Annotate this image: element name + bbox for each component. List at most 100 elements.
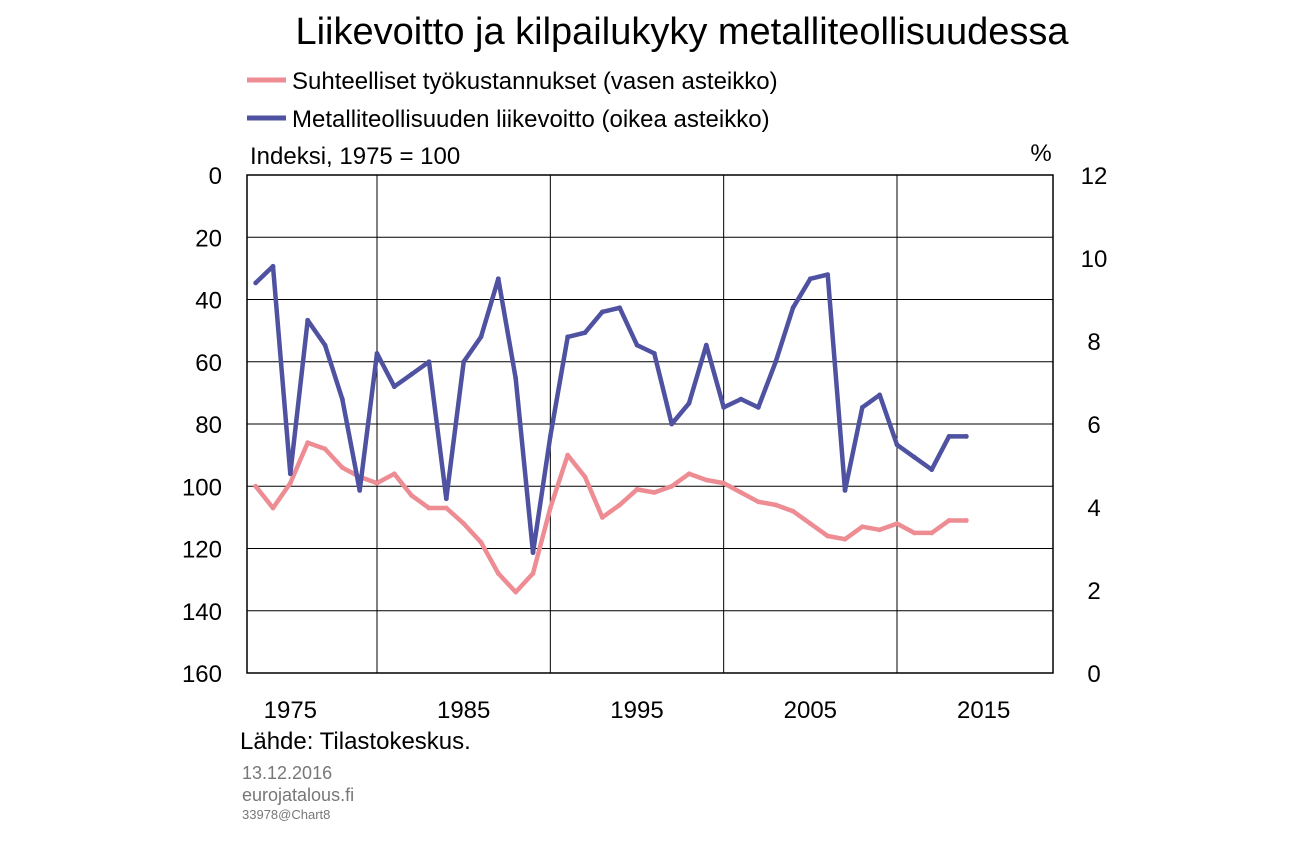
- point-labor-costs: [773, 502, 779, 508]
- point-labor-costs: [409, 493, 415, 498]
- series-line-labor-costs: [253, 440, 969, 595]
- point-operating-profit: [911, 454, 917, 460]
- point-labor-costs: [565, 452, 571, 458]
- series-line-operating-profit: [253, 264, 969, 555]
- source-note: Lähde: Tilastokeskus.: [240, 728, 471, 755]
- right-tick-label: 0: [1087, 661, 1100, 688]
- point-operating-profit: [391, 384, 397, 390]
- left-axis-label: Indeksi, 1975 = 100: [250, 143, 460, 170]
- point-operating-profit: [877, 392, 883, 398]
- x-tick-label: 1975: [264, 697, 317, 724]
- point-operating-profit: [963, 434, 969, 439]
- point-operating-profit: [617, 305, 623, 311]
- point-labor-costs: [721, 480, 727, 486]
- point-labor-costs: [547, 505, 553, 511]
- point-labor-costs: [738, 490, 744, 495]
- point-labor-costs: [859, 524, 865, 530]
- point-operating-profit: [790, 305, 796, 311]
- point-operating-profit: [825, 272, 831, 277]
- point-labor-costs: [825, 533, 831, 539]
- point-operating-profit: [686, 400, 692, 406]
- point-operating-profit: [842, 488, 848, 493]
- point-labor-costs: [807, 521, 813, 526]
- point-operating-profit: [426, 359, 432, 365]
- point-operating-profit: [929, 467, 935, 473]
- legend: Suhteelliset työkustannukset (vasen aste…: [247, 68, 778, 133]
- left-tick-label: 80: [195, 412, 222, 439]
- point-labor-costs: [461, 521, 467, 526]
- right-tick-label: 6: [1087, 412, 1100, 439]
- point-labor-costs: [686, 471, 692, 477]
- point-labor-costs: [790, 508, 796, 514]
- footer-site: eurojatalous.fi: [242, 785, 354, 805]
- point-labor-costs: [946, 518, 952, 523]
- point-labor-costs: [669, 483, 675, 489]
- right-tick-label: 12: [1081, 163, 1108, 190]
- point-operating-profit: [703, 342, 709, 348]
- point-labor-costs: [894, 521, 900, 526]
- point-operating-profit: [357, 488, 363, 493]
- series-lines: [253, 263, 969, 595]
- point-operating-profit: [253, 280, 259, 286]
- left-tick-label: 60: [195, 350, 222, 377]
- point-operating-profit: [461, 359, 467, 365]
- point-labor-costs: [391, 471, 397, 477]
- point-operating-profit: [807, 276, 813, 282]
- x-axis-ticks: 1975 1985 1995 2005 2015: [264, 697, 1011, 724]
- point-labor-costs: [339, 465, 345, 470]
- point-labor-costs: [599, 514, 605, 520]
- point-operating-profit: [894, 442, 900, 448]
- left-tick-label: 100: [182, 474, 222, 501]
- point-operating-profit: [478, 334, 484, 340]
- point-operating-profit: [322, 342, 328, 348]
- left-tick-label: 20: [195, 225, 222, 252]
- right-tick-label: 10: [1081, 246, 1108, 273]
- point-labor-costs: [582, 474, 588, 480]
- point-operating-profit: [669, 421, 675, 427]
- x-tick-label: 1995: [610, 697, 663, 724]
- point-labor-costs: [755, 499, 761, 505]
- point-labor-costs: [374, 480, 380, 486]
- right-axis-ticks: 0 2 4 6 8 10 12: [1081, 163, 1108, 688]
- point-labor-costs: [617, 502, 623, 508]
- right-tick-label: 4: [1087, 495, 1100, 522]
- point-operating-profit: [582, 330, 588, 336]
- point-operating-profit: [721, 405, 727, 410]
- footer-code: 33978@Chart8: [242, 807, 330, 822]
- x-tick-label: 1985: [437, 697, 490, 724]
- point-operating-profit: [443, 496, 449, 502]
- point-operating-profit: [946, 434, 952, 439]
- point-labor-costs: [911, 530, 917, 536]
- right-axis-label: %: [1030, 140, 1051, 167]
- point-labor-costs: [513, 589, 519, 595]
- point-operating-profit: [565, 334, 571, 340]
- point-operating-profit: [738, 396, 744, 402]
- point-operating-profit: [513, 375, 519, 381]
- point-operating-profit: [287, 471, 293, 477]
- point-labor-costs: [530, 571, 536, 576]
- chart-title: Liikevoitto ja kilpailukyky metalliteoll…: [295, 11, 1069, 53]
- legend-label-operating-profit: Metalliteollisuuden liikevoitto (oikea a…: [292, 106, 770, 133]
- point-labor-costs: [305, 440, 311, 446]
- point-labor-costs: [877, 527, 883, 533]
- point-labor-costs: [426, 505, 432, 511]
- point-labor-costs: [322, 446, 328, 452]
- point-labor-costs: [270, 505, 276, 511]
- point-operating-profit: [305, 317, 311, 323]
- point-labor-costs: [842, 536, 848, 542]
- left-axis-ticks: 0 20 40 60 80 100 120 140 160: [182, 163, 222, 688]
- left-tick-label: 0: [209, 163, 222, 190]
- point-operating-profit: [547, 434, 553, 439]
- point-operating-profit: [651, 351, 657, 356]
- point-operating-profit: [270, 263, 276, 269]
- left-tick-label: 140: [182, 599, 222, 626]
- point-labor-costs: [253, 483, 259, 489]
- footer-date: 13.12.2016: [242, 763, 332, 783]
- point-labor-costs: [929, 530, 935, 536]
- point-operating-profit: [409, 371, 415, 377]
- left-tick-label: 40: [195, 288, 222, 315]
- point-labor-costs: [495, 571, 501, 576]
- point-operating-profit: [634, 342, 640, 348]
- point-labor-costs: [703, 477, 709, 483]
